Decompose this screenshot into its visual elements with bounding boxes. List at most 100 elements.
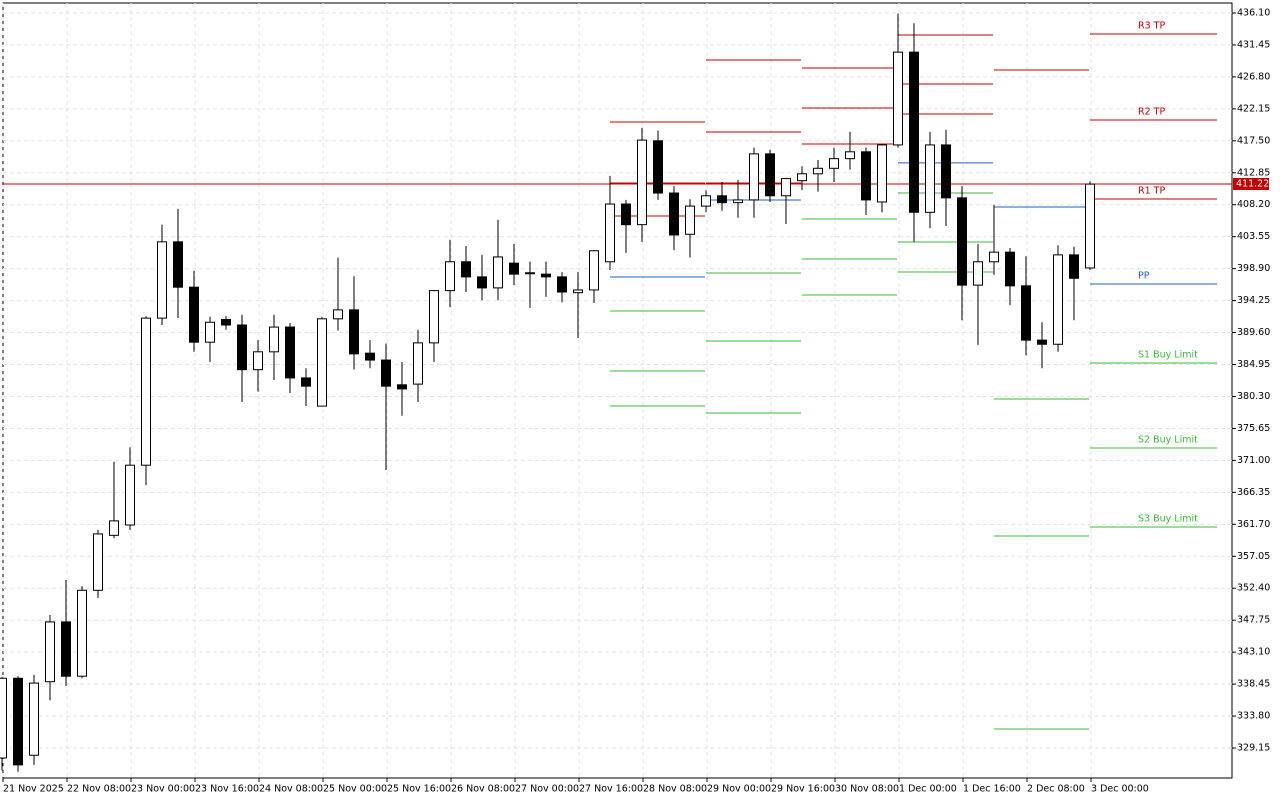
- y-tick-label: 403.55: [1237, 231, 1270, 242]
- candle-body: [0, 677, 7, 759]
- candle-body: [397, 384, 407, 390]
- candle-body: [1069, 254, 1079, 279]
- y-tick-label: 389.60: [1237, 327, 1270, 338]
- level-label: S1 Buy Limit: [1138, 350, 1198, 361]
- candle-body: [157, 241, 167, 319]
- candle-body: [1053, 254, 1063, 345]
- candle-body: [861, 151, 871, 201]
- candle-body: [381, 359, 391, 387]
- level-label: S2 Buy Limit: [1138, 434, 1198, 445]
- candle-body: [141, 317, 151, 466]
- candle-body: [1037, 339, 1047, 345]
- candle-body: [717, 195, 727, 204]
- candle-body: [749, 153, 759, 201]
- candle-body: [61, 621, 71, 677]
- x-tick-label: 25 Nov 00:00: [323, 784, 387, 795]
- plot-frame: [2, 2, 1233, 779]
- x-tick-label: 27 Nov 16:00: [579, 784, 643, 795]
- x-tick-label: 30 Nov 08:00: [835, 784, 899, 795]
- candle-body: [413, 342, 423, 385]
- x-tick-label: 24 Nov 08:00: [259, 784, 323, 795]
- x-tick-label: 21 Nov 2025: [3, 784, 64, 795]
- candle-body: [797, 173, 807, 182]
- candle-body: [813, 167, 823, 175]
- candle-body: [269, 326, 279, 353]
- level-label: R1 TP: [1138, 185, 1165, 196]
- candle-body: [893, 51, 903, 146]
- candle-body: [285, 326, 295, 379]
- candle-body: [429, 290, 439, 344]
- candle-body: [781, 178, 791, 197]
- candle-body: [845, 151, 855, 160]
- candle-body: [221, 319, 231, 326]
- price-label-box: [1233, 177, 1269, 190]
- y-tick-label: 347.75: [1237, 615, 1270, 626]
- x-tick-label: 25 Nov 16:00: [387, 784, 451, 795]
- candle-body: [349, 309, 359, 355]
- candle-body: [989, 251, 999, 263]
- x-tick-label: 28 Nov 08:00: [643, 784, 707, 795]
- y-tick-label: 357.05: [1237, 551, 1270, 562]
- y-tick-label: 338.45: [1237, 679, 1270, 690]
- x-tick-label: 1 Dec 16:00: [963, 784, 1021, 795]
- candle-body: [365, 352, 375, 361]
- y-tick-label: 380.30: [1237, 391, 1270, 402]
- candle-body: [77, 589, 87, 677]
- candle-body: [493, 256, 503, 289]
- candle-body: [829, 158, 839, 169]
- candle-body: [317, 318, 327, 407]
- x-tick-label: 1 Dec 00:00: [899, 784, 957, 795]
- candle-body: [445, 261, 455, 292]
- candle-body: [589, 250, 599, 291]
- y-tick-label: 412.85: [1237, 167, 1270, 178]
- candle-body: [205, 321, 215, 343]
- y-tick-label: 417.50: [1237, 135, 1270, 146]
- y-tick-label: 329.15: [1237, 743, 1270, 754]
- candle-body: [173, 241, 183, 288]
- x-tick-label: 29 Nov 16:00: [771, 784, 835, 795]
- candle-body: [125, 464, 135, 526]
- candle-body: [93, 533, 103, 591]
- candle-body: [1021, 285, 1031, 341]
- y-tick-label: 371.00: [1237, 455, 1270, 466]
- level-label: S3 Buy Limit: [1138, 513, 1198, 524]
- y-tick-label: 375.65: [1237, 423, 1270, 434]
- candle-body: [509, 262, 519, 275]
- candle-body: [109, 520, 119, 536]
- candle-body: [13, 677, 23, 766]
- candle-body: [461, 261, 471, 278]
- candle-body: [477, 276, 487, 289]
- y-tick-label: 343.10: [1237, 647, 1270, 658]
- candle-body: [621, 203, 631, 226]
- price-label: 411.22: [1236, 178, 1269, 189]
- x-tick-label: 3 Dec 00:00: [1091, 784, 1149, 795]
- candle-body: [925, 144, 935, 213]
- y-tick-label: 394.25: [1237, 295, 1270, 306]
- candle-body: [653, 140, 663, 194]
- candle-body: [573, 289, 583, 294]
- candle-body: [685, 205, 695, 235]
- candle-body: [301, 377, 311, 387]
- level-label: R3 TP: [1138, 20, 1165, 31]
- candle-body: [1085, 183, 1095, 269]
- candle-body: [557, 276, 567, 293]
- x-tick-label: 23 Nov 00:00: [131, 784, 195, 795]
- candle-body: [525, 272, 535, 275]
- candle-body: [237, 324, 247, 371]
- candle-body: [765, 153, 775, 197]
- candle-body: [189, 286, 199, 343]
- candle-body: [701, 195, 711, 207]
- level-label: PP: [1138, 270, 1150, 281]
- candle-body: [669, 192, 679, 236]
- candle-body: [333, 309, 343, 320]
- y-tick-label: 436.10: [1237, 7, 1270, 18]
- candle-body: [909, 51, 919, 213]
- y-tick-label: 361.70: [1237, 519, 1270, 530]
- level-label: R2 TP: [1138, 106, 1165, 117]
- candle-body: [45, 621, 55, 683]
- candle-body: [957, 197, 967, 286]
- candle-body: [733, 199, 743, 204]
- y-tick-label: 333.80: [1237, 711, 1270, 722]
- candle-body: [941, 144, 951, 199]
- y-tick-label: 431.45: [1237, 39, 1270, 50]
